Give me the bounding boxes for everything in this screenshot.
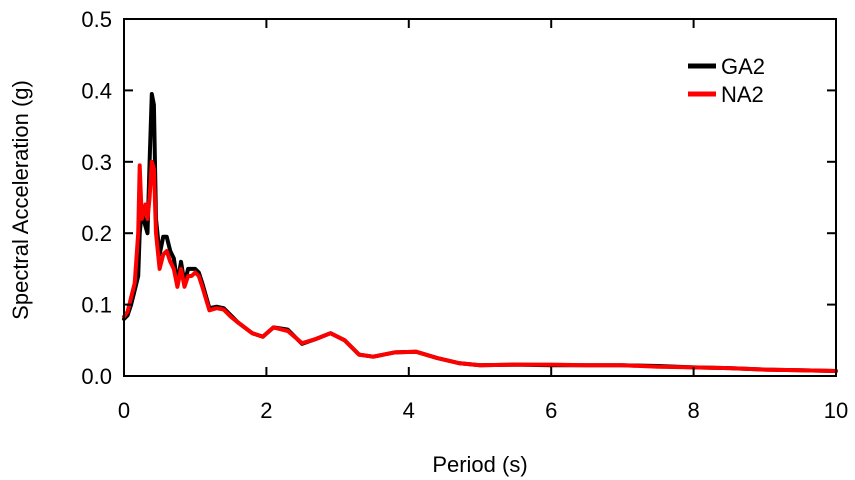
legend-label-na2: NA2 (721, 82, 764, 107)
legend-label-ga2: GA2 (721, 54, 765, 79)
y-tick-label: 0.4 (81, 78, 112, 103)
y-axis-title: Spectral Acceleration (g) (8, 80, 33, 320)
series-lines (124, 94, 836, 371)
x-tick-label: 4 (403, 398, 415, 423)
x-axis-title: Period (s) (432, 452, 527, 477)
x-tick-label: 8 (687, 398, 699, 423)
x-tick-label: 2 (260, 398, 272, 423)
series-line-ga2 (124, 94, 836, 371)
y-tick-label: 0.1 (81, 293, 112, 318)
series-line-na2 (124, 162, 836, 371)
x-tick-label: 10 (824, 398, 848, 423)
y-tick-label: 0.0 (81, 364, 112, 389)
y-tick-label: 0.2 (81, 221, 112, 246)
y-tick-label: 0.3 (81, 150, 112, 175)
x-axis: 0 2 4 6 8 10 (118, 19, 848, 423)
y-tick-label: 0.5 (81, 7, 112, 32)
x-tick-label: 6 (545, 398, 557, 423)
x-tick-label: 0 (118, 398, 130, 423)
